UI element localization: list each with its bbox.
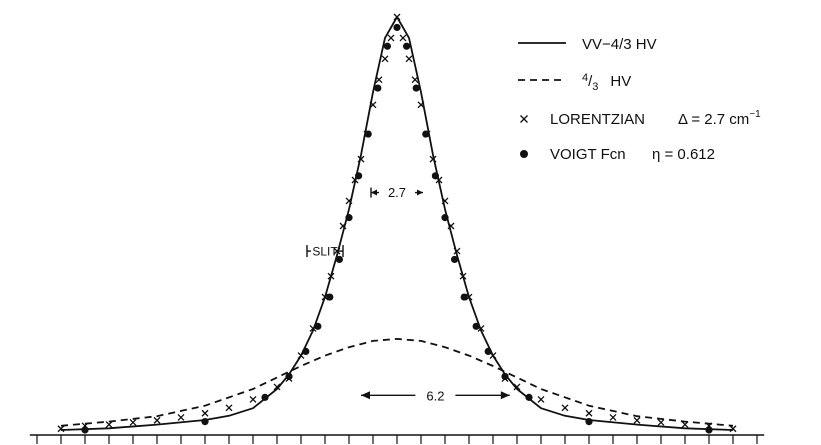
lorentzian-point [561, 404, 569, 412]
lorentzian-point [429, 155, 437, 163]
legend: VV−4/3 HV 4/3 HV LORENTZIAN Δ = 2.7 cm−1 VOIG… [518, 36, 761, 163]
voigt-point [364, 130, 372, 138]
slit-label: SLIT [312, 245, 338, 259]
lorentzian-point [657, 419, 665, 426]
fwhm-arrow-right [417, 189, 423, 196]
voigt-point [355, 172, 363, 180]
lorentzian-point [339, 222, 347, 230]
dashed-width-annotation: 6.2 [361, 388, 510, 403]
dashed-width-label: 6.2 [426, 388, 444, 403]
lorentzian-point [105, 421, 113, 429]
voigt-point [525, 393, 533, 401]
voigt-point [374, 84, 382, 92]
legend-cross-marker [520, 115, 528, 123]
lorentzian-point [153, 416, 161, 424]
voigt-point [585, 418, 593, 426]
voigt-point [345, 214, 353, 222]
voigt-point [460, 293, 468, 301]
lorentzian-point [681, 421, 689, 429]
voigt-point [383, 42, 391, 50]
fwhm-annotation: 2.7 [370, 185, 423, 200]
voigt-point [335, 255, 343, 264]
lorentzian-point [345, 197, 353, 205]
voigt-point [326, 293, 334, 301]
lorentzian-point [129, 419, 137, 426]
legend-voigt-label: VOIGT Fcn [550, 146, 626, 163]
voigt-point [705, 426, 713, 434]
lorentzian-point [333, 247, 341, 255]
lorentzian-point [369, 101, 377, 109]
lorentzian-point [447, 222, 455, 230]
lorentzian-point [57, 425, 65, 433]
dashed-width-arrow-left [361, 391, 370, 400]
annotations: 2.7 SLIT 6.2 [306, 185, 510, 403]
lorentzian-point [441, 197, 449, 205]
legend-lorentzian-label: LORENTZIAN [550, 111, 645, 128]
voigt-point [302, 347, 310, 355]
dashed-width-arrow-right [500, 391, 510, 400]
voigt-point [403, 42, 411, 50]
lorentzian-point [273, 383, 281, 391]
lorentzian-point [357, 155, 365, 163]
legend-vv-label: VV−4/3 HV [582, 36, 657, 53]
legend-dot-marker [520, 150, 528, 158]
lorentzian-point [201, 409, 209, 417]
lorentzian-point [513, 383, 521, 391]
lorentzian-point [399, 34, 407, 42]
lorentzian-point [387, 34, 395, 42]
vv-line [60, 16, 734, 431]
lorentzian-point [609, 413, 617, 421]
lorentzian-point [537, 396, 545, 403]
voigt-point [412, 84, 420, 92]
voigt-point [201, 418, 209, 426]
lorentzian-point [417, 101, 425, 109]
lorentzian-point [225, 404, 233, 412]
voigt-point [81, 426, 89, 434]
voigt-point [501, 372, 509, 381]
voigt-point [484, 347, 492, 355]
lorentzian-point [405, 55, 413, 63]
lorentzian-point [459, 272, 467, 280]
voigt-point [285, 372, 293, 381]
lorentzian-point [729, 425, 737, 433]
voigt-point [441, 214, 449, 222]
voigt-point [261, 393, 269, 401]
legend-lorentzian-width: Δ = 2.7 cm−1 [678, 109, 761, 128]
legend-voigt-eta: η = 0.612 [652, 146, 715, 163]
lorentzian-point [633, 416, 641, 424]
fwhm-label: 2.7 [388, 185, 406, 200]
voigt-point [451, 255, 459, 264]
lorentzian-point [453, 247, 461, 255]
legend-hv-label: 4/3 HV [582, 72, 631, 93]
voigt-point [472, 322, 480, 330]
plot-area [57, 13, 737, 434]
lorentzian-point [393, 13, 401, 21]
x-axis [29, 434, 765, 444]
lorentzian-point [249, 396, 257, 403]
slit-annotation: SLIT [306, 245, 344, 259]
fwhm-arrow-left [371, 189, 377, 196]
voigt-point [393, 23, 401, 32]
voigt-point [431, 172, 439, 180]
hv-dashed-line [60, 338, 734, 427]
voigt-point [422, 130, 430, 138]
lorentzian-point [381, 55, 389, 63]
lorentzian-point [411, 76, 419, 84]
lorentzian-point [177, 413, 185, 421]
lorentzian-point [375, 76, 383, 84]
lorentzian-point [585, 409, 593, 417]
lorentzian-point [327, 272, 335, 280]
voigt-point [314, 322, 322, 330]
